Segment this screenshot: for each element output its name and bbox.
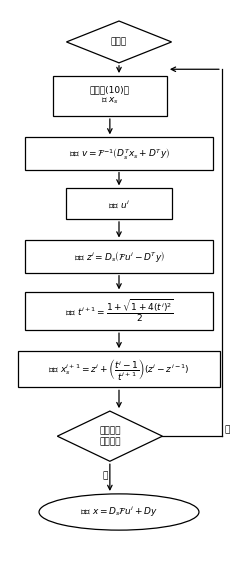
Bar	[25, 241, 213, 273]
Text: 否: 否	[225, 425, 230, 434]
Ellipse shape	[39, 494, 199, 530]
Text: 计算 $z^i=D_s\left(\mathcal{F}u^i-D^T y\right)$: 计算 $z^i=D_s\left(\mathcal{F}u^i-D^T y\ri…	[74, 249, 164, 264]
Bar	[19, 351, 219, 387]
Bar	[66, 188, 172, 219]
Polygon shape	[66, 21, 172, 63]
Text: 计算 $v=\mathcal{F}^{-1}\left(D_s^T x_s+D^T y\right)$: 计算 $v=\mathcal{F}^{-1}\left(D_s^T x_s+D^…	[69, 146, 169, 161]
Text: 初始化: 初始化	[111, 38, 127, 47]
Bar	[25, 292, 213, 330]
Bar	[53, 76, 167, 116]
Text: 按公式(10)计
算 $x_s$: 按公式(10)计 算 $x_s$	[90, 85, 130, 106]
Polygon shape	[57, 411, 162, 461]
Text: 求解 $u^i$: 求解 $u^i$	[108, 197, 130, 209]
Text: 更新 $t^{i+1}=\dfrac{1+\sqrt{1+4(t^i)^2}}{2}$: 更新 $t^{i+1}=\dfrac{1+\sqrt{1+4(t^i)^2}}{…	[64, 298, 174, 324]
Text: 更新 $x_s^{i+1}=z^i+\left(\dfrac{t^i-1}{t^{i+1}}\right)\left(z^i-z^{i-1}\right)$: 更新 $x_s^{i+1}=z^i+\left(\dfrac{t^i-1}{t^…	[48, 357, 190, 382]
Bar	[25, 137, 213, 170]
Text: 输出 $x=D_s\mathcal{F}u^i+Dy$: 输出 $x=D_s\mathcal{F}u^i+Dy$	[80, 505, 158, 519]
Text: 是: 是	[103, 471, 108, 480]
Text: 是否达到
退出条件: 是否达到 退出条件	[99, 427, 121, 446]
